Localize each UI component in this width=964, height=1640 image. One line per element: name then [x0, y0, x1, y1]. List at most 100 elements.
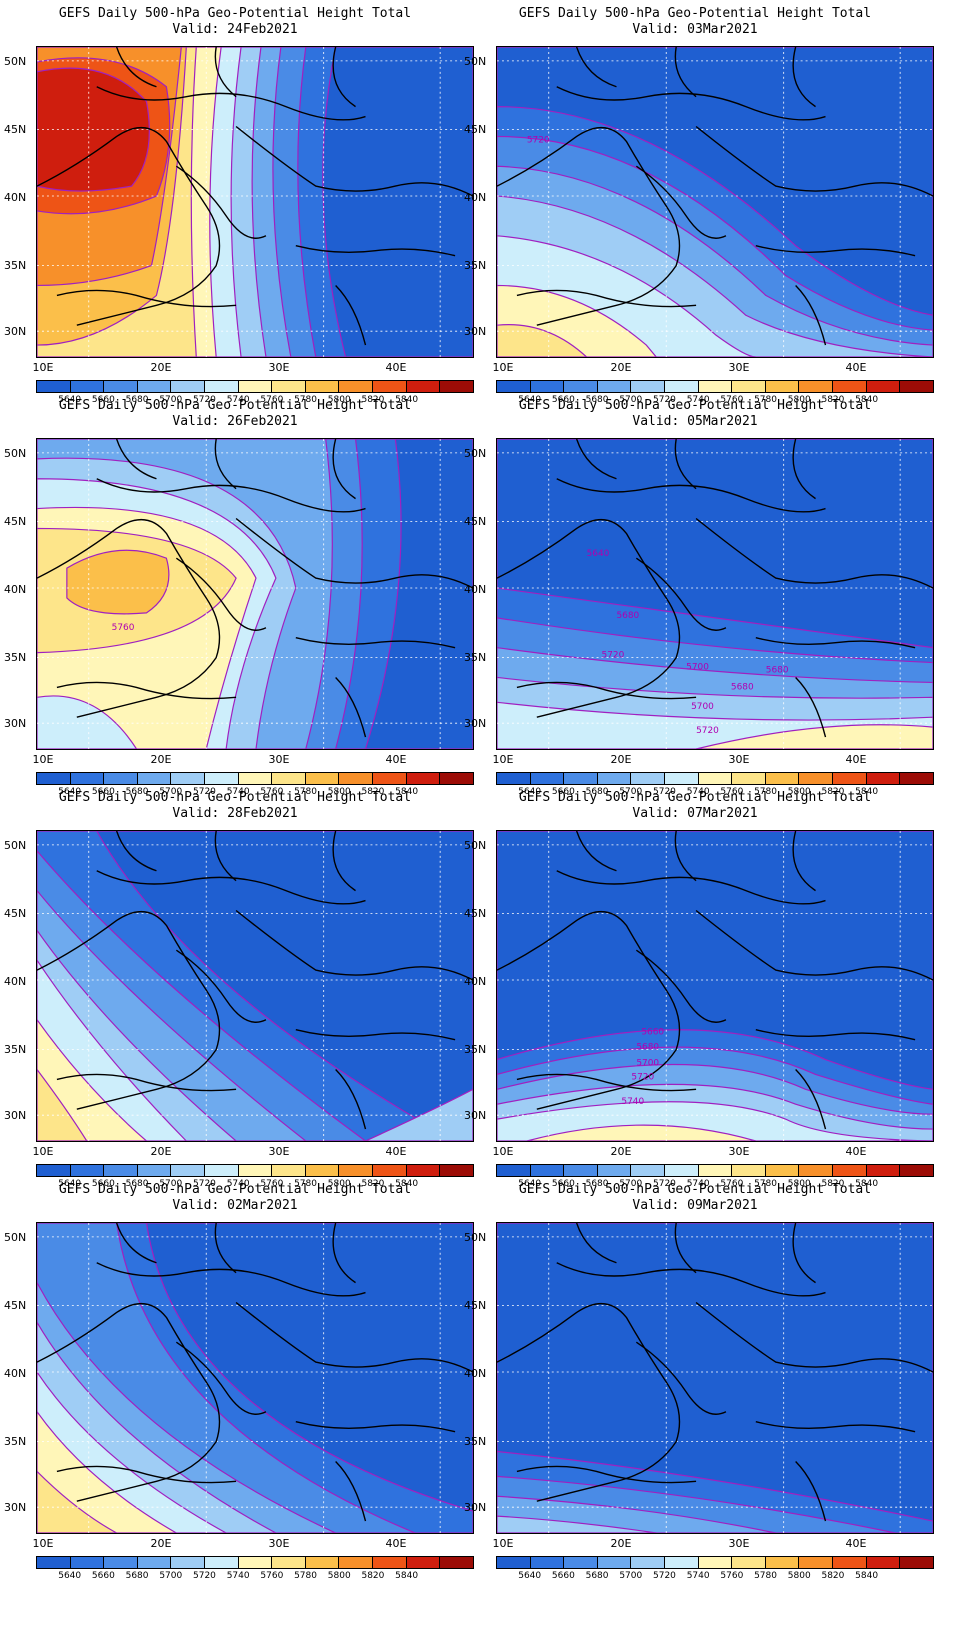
contour-label: 5680 — [731, 682, 754, 692]
colorbar-label: 5820 — [821, 1179, 845, 1189]
coastline — [635, 949, 727, 1023]
colorbar-swatch — [732, 1557, 766, 1568]
colorbar-swatch — [530, 1557, 565, 1568]
latitude-label: 45N — [464, 907, 487, 920]
longitude-label: 30E — [728, 1145, 750, 1158]
colorbar-label: 5740 — [686, 395, 710, 405]
map-title: GEFS Daily 500-hPa Geo-Potential Height … — [518, 790, 872, 805]
colorbar-swatch — [530, 773, 565, 784]
longitude-label: 20E — [150, 1537, 172, 1550]
colorbar-swatch — [137, 1557, 172, 1568]
latitude-label: 30N — [464, 717, 487, 730]
map-valid-date: Valid: 24Feb2021 — [172, 22, 298, 37]
colorbar-label: 5840 — [395, 395, 419, 405]
contour-label: 5720 — [602, 651, 625, 661]
colorbar-swatch — [665, 1557, 699, 1568]
contour-label: 5740 — [621, 1097, 644, 1107]
colorbar-swatch — [406, 381, 441, 392]
colorbar-swatch — [631, 773, 666, 784]
latitude-label: 35N — [464, 651, 487, 664]
latitude-label: 50N — [4, 1231, 27, 1244]
colorbar-swatch — [205, 1557, 239, 1568]
longitude-label: 40E — [845, 1145, 867, 1158]
coastline — [175, 949, 267, 1023]
colorbar-swatch — [564, 1557, 598, 1568]
colorbar-label: 5780 — [294, 1571, 317, 1581]
latitude-label: 30N — [464, 1501, 487, 1514]
colorbar-swatch — [305, 773, 340, 784]
colorbar — [36, 772, 474, 785]
colorbar-swatch — [272, 1165, 306, 1176]
colorbar-label: 5760 — [260, 787, 284, 797]
map-title: GEFS Daily 500-hPa Geo-Potential Height … — [58, 6, 412, 21]
colorbar-label: 5640 — [518, 787, 542, 797]
coastline — [556, 1262, 826, 1297]
colorbar-label: 5780 — [754, 395, 777, 405]
colorbar-swatch — [205, 381, 239, 392]
colorbar-swatch — [238, 1557, 273, 1568]
longitude-label: 10E — [32, 361, 54, 374]
coastline — [175, 165, 267, 239]
colorbar-label: 5760 — [720, 395, 744, 405]
coastline — [497, 127, 681, 326]
height-band — [37, 695, 138, 749]
colorbar-swatch — [497, 1165, 531, 1176]
coastline — [635, 557, 727, 631]
coastline — [497, 911, 681, 1110]
colorbar-label: 5640 — [518, 1179, 542, 1189]
colorbar-swatch — [205, 773, 239, 784]
colorbar-label: 5680 — [585, 1179, 609, 1189]
latitude-label: 45N — [4, 1299, 27, 1312]
colorbar-label: 5760 — [720, 787, 744, 797]
colorbar-swatch — [171, 381, 206, 392]
coastline — [575, 831, 816, 892]
coastline — [115, 1223, 356, 1284]
colorbar-label: 5800 — [327, 1179, 351, 1189]
latitude-label: 40N — [4, 583, 27, 596]
coastline — [556, 478, 826, 513]
colorbar-swatch — [597, 1165, 632, 1176]
colorbar-label: 5720 — [653, 1571, 676, 1581]
colorbar-swatch — [698, 381, 733, 392]
coastline — [235, 125, 473, 197]
colorbar-label: 5740 — [226, 787, 250, 797]
colorbar-swatch — [373, 773, 407, 784]
colorbar-label: 5660 — [551, 1571, 575, 1581]
map-panel: GEFS Daily 500-hPa Geo-Potential Height … — [0, 784, 482, 1194]
map-title: GEFS Daily 500-hPa Geo-Potential Height … — [58, 790, 412, 805]
colorbar-swatch — [440, 1557, 473, 1568]
colorbar-swatch — [799, 773, 834, 784]
latitude-label: 30N — [464, 325, 487, 338]
colorbar-swatch — [272, 1557, 306, 1568]
colorbar-label: 5700 — [619, 395, 643, 405]
longitude-label: 40E — [845, 1537, 867, 1550]
longitude-label: 30E — [268, 1537, 290, 1550]
colorbar-label: 5800 — [327, 787, 351, 797]
longitude-label: 20E — [610, 1145, 632, 1158]
geopotential-height-map: 5640 5680 5680 5680 5700 5700 5720 5720 — [496, 438, 934, 750]
colorbar-swatch — [900, 1165, 933, 1176]
colorbar-label: 5840 — [855, 1571, 879, 1581]
colorbar-label: 5840 — [395, 1179, 419, 1189]
colorbar-label: 5760 — [260, 1571, 284, 1581]
colorbar-swatch — [765, 1165, 800, 1176]
colorbar-label: 5680 — [585, 395, 609, 405]
coastline — [575, 439, 816, 500]
colorbar-label: 5660 — [91, 1571, 115, 1581]
colorbar-label: 5660 — [551, 395, 575, 405]
map-title: GEFS Daily 500-hPa Geo-Potential Height … — [518, 398, 872, 413]
colorbar-swatch — [765, 381, 800, 392]
coastline — [37, 1303, 221, 1502]
colorbar-label: 5780 — [754, 1571, 777, 1581]
colorbar-swatch — [171, 1165, 206, 1176]
colorbar-swatch — [866, 1557, 901, 1568]
latitude-label: 30N — [4, 1109, 27, 1122]
latitude-label: 35N — [464, 259, 487, 272]
latitude-label: 45N — [4, 907, 27, 920]
colorbar-label: 5720 — [193, 395, 216, 405]
colorbar-swatch — [205, 1165, 239, 1176]
map-valid-date: Valid: 02Mar2021 — [172, 1198, 298, 1213]
coastline — [175, 557, 267, 631]
colorbar-label: 5680 — [585, 1571, 609, 1581]
height-band — [37, 1068, 88, 1141]
